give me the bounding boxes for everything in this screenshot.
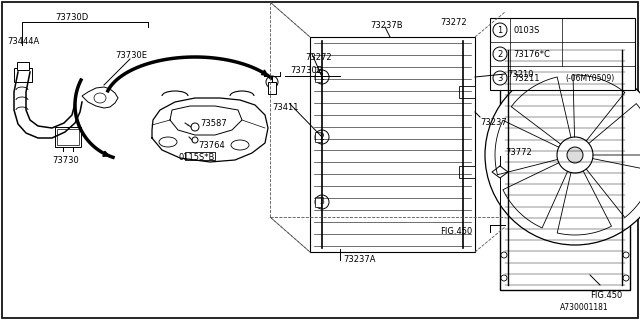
- Circle shape: [191, 123, 199, 131]
- Bar: [310, 37, 475, 252]
- Circle shape: [315, 130, 329, 144]
- Polygon shape: [82, 87, 118, 108]
- Ellipse shape: [231, 140, 249, 150]
- Text: 0115S*B: 0115S*B: [178, 153, 214, 162]
- Circle shape: [501, 252, 507, 258]
- Text: 3: 3: [497, 74, 502, 83]
- Circle shape: [493, 47, 507, 61]
- Bar: [55, 127, 81, 147]
- Circle shape: [501, 54, 507, 60]
- Text: 73730: 73730: [52, 156, 79, 164]
- Text: 73444A: 73444A: [7, 36, 39, 45]
- Circle shape: [623, 275, 629, 281]
- Text: FIG.450: FIG.450: [440, 228, 472, 236]
- Text: 73411: 73411: [272, 102, 298, 111]
- Circle shape: [623, 77, 629, 83]
- Text: 73237B: 73237B: [370, 20, 403, 29]
- Bar: [315, 197, 321, 207]
- Text: 3: 3: [319, 197, 324, 206]
- Text: 73730B: 73730B: [290, 66, 323, 75]
- Bar: [459, 86, 475, 98]
- Circle shape: [266, 76, 278, 88]
- Circle shape: [493, 71, 507, 85]
- Bar: [17, 62, 29, 70]
- Circle shape: [557, 137, 593, 173]
- Text: 73237A: 73237A: [343, 255, 376, 265]
- Bar: [268, 82, 276, 94]
- Ellipse shape: [159, 137, 177, 147]
- Circle shape: [623, 54, 629, 60]
- Bar: [14, 68, 32, 82]
- Text: 0103S: 0103S: [513, 26, 540, 35]
- Text: 73730D: 73730D: [55, 12, 88, 21]
- Bar: [315, 72, 321, 82]
- Text: 1: 1: [497, 26, 502, 35]
- Text: 73210: 73210: [507, 69, 534, 78]
- Bar: [57, 129, 79, 145]
- Text: A730001181: A730001181: [560, 303, 609, 313]
- Bar: [490, 18, 635, 90]
- Circle shape: [493, 23, 507, 37]
- Text: 2: 2: [497, 50, 502, 59]
- Circle shape: [485, 65, 640, 245]
- Bar: [185, 152, 215, 160]
- Text: 73587: 73587: [200, 118, 227, 127]
- Text: (-06MY0509): (-06MY0509): [565, 74, 614, 83]
- Bar: [315, 132, 321, 142]
- Bar: [459, 166, 475, 178]
- Text: 2: 2: [319, 132, 324, 141]
- Text: 73764: 73764: [198, 140, 225, 149]
- Circle shape: [623, 252, 629, 258]
- Text: 73176*C: 73176*C: [513, 50, 550, 59]
- Circle shape: [315, 195, 329, 209]
- Text: 73272: 73272: [305, 52, 332, 61]
- Text: 1: 1: [319, 73, 324, 82]
- Circle shape: [315, 70, 329, 84]
- Ellipse shape: [94, 93, 106, 103]
- Circle shape: [501, 275, 507, 281]
- Circle shape: [501, 77, 507, 83]
- Text: FIG.450: FIG.450: [590, 292, 622, 300]
- Bar: [500, 45, 630, 290]
- Text: 73237: 73237: [480, 117, 507, 126]
- Text: 73772: 73772: [505, 148, 532, 156]
- Circle shape: [567, 147, 583, 163]
- Text: 73730E: 73730E: [115, 51, 147, 60]
- Text: 73272: 73272: [440, 18, 467, 27]
- Text: 73211: 73211: [513, 74, 540, 83]
- Circle shape: [192, 137, 198, 143]
